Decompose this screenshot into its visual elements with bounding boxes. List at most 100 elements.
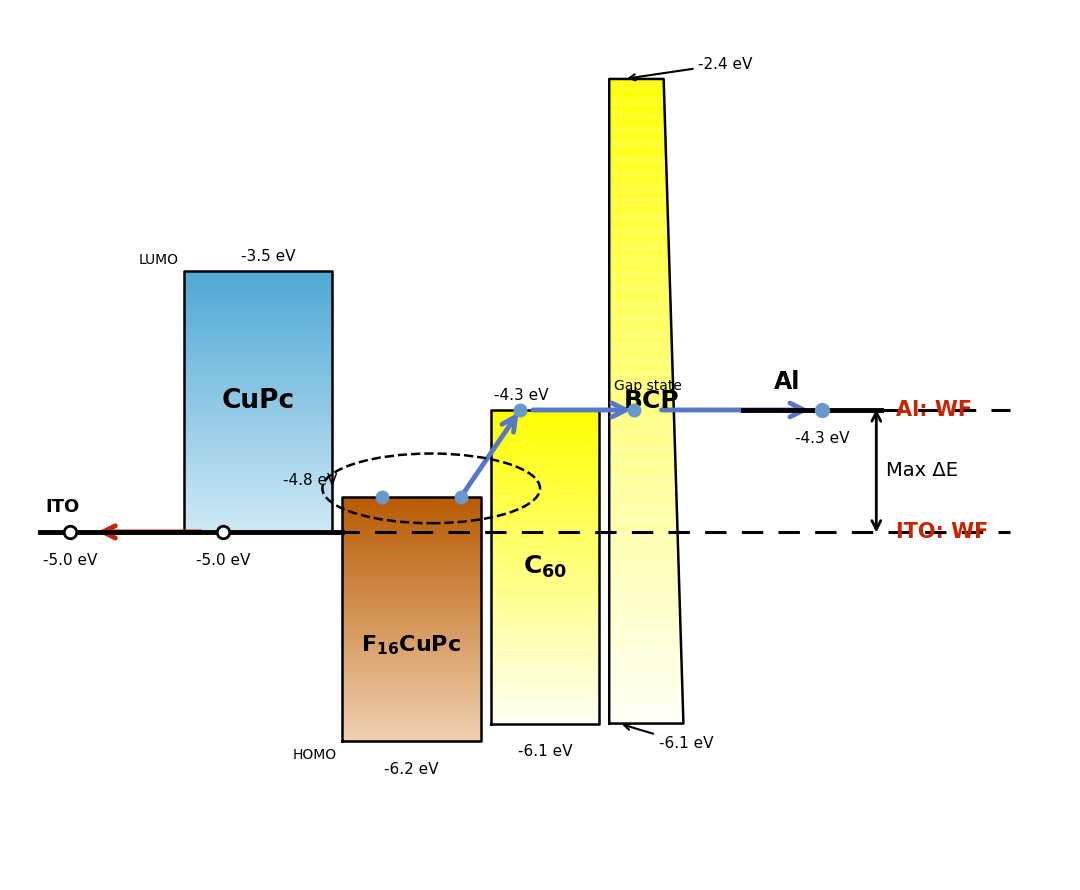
Polygon shape xyxy=(609,116,665,117)
Polygon shape xyxy=(609,94,664,96)
Polygon shape xyxy=(609,318,671,320)
Polygon shape xyxy=(609,210,667,212)
Polygon shape xyxy=(609,634,680,635)
Polygon shape xyxy=(609,708,683,710)
Polygon shape xyxy=(609,245,669,247)
Polygon shape xyxy=(609,412,674,414)
Polygon shape xyxy=(609,142,665,143)
Polygon shape xyxy=(609,303,671,304)
Polygon shape xyxy=(609,494,676,496)
Polygon shape xyxy=(609,562,678,564)
Polygon shape xyxy=(609,573,679,575)
Polygon shape xyxy=(609,423,674,425)
Polygon shape xyxy=(609,335,672,336)
Polygon shape xyxy=(609,360,673,362)
Polygon shape xyxy=(609,432,675,433)
Polygon shape xyxy=(609,408,674,410)
Text: BCP: BCP xyxy=(623,389,679,413)
Polygon shape xyxy=(609,333,672,335)
Polygon shape xyxy=(609,345,672,347)
Polygon shape xyxy=(609,376,673,377)
Polygon shape xyxy=(609,247,669,248)
Polygon shape xyxy=(609,627,680,629)
Polygon shape xyxy=(609,260,670,262)
Text: -3.5 eV: -3.5 eV xyxy=(241,248,295,263)
Polygon shape xyxy=(609,227,669,230)
Polygon shape xyxy=(609,410,674,412)
Polygon shape xyxy=(609,578,679,579)
Text: -4.3 eV: -4.3 eV xyxy=(494,388,548,403)
Polygon shape xyxy=(609,670,681,672)
Polygon shape xyxy=(609,601,679,603)
Polygon shape xyxy=(609,541,678,543)
Text: -2.4 eV: -2.4 eV xyxy=(630,56,753,80)
Text: $\mathbf{F_{16}CuPc}$: $\mathbf{F_{16}CuPc}$ xyxy=(362,634,461,657)
Polygon shape xyxy=(609,216,667,219)
Polygon shape xyxy=(609,186,667,189)
Polygon shape xyxy=(609,406,674,408)
Polygon shape xyxy=(609,131,665,133)
Polygon shape xyxy=(609,341,672,344)
Polygon shape xyxy=(609,479,676,481)
Polygon shape xyxy=(609,174,666,175)
Polygon shape xyxy=(609,597,679,599)
Polygon shape xyxy=(609,717,684,719)
Polygon shape xyxy=(609,225,669,227)
Polygon shape xyxy=(609,608,680,610)
Polygon shape xyxy=(609,610,680,611)
Polygon shape xyxy=(609,603,679,605)
Polygon shape xyxy=(609,442,675,444)
Polygon shape xyxy=(609,552,678,554)
Polygon shape xyxy=(609,663,681,666)
Polygon shape xyxy=(609,124,665,126)
Polygon shape xyxy=(609,672,681,674)
Polygon shape xyxy=(609,620,680,623)
Polygon shape xyxy=(609,382,673,384)
Polygon shape xyxy=(609,255,670,257)
Polygon shape xyxy=(609,678,683,681)
Polygon shape xyxy=(609,90,664,92)
Polygon shape xyxy=(609,399,674,401)
Polygon shape xyxy=(609,274,670,277)
Polygon shape xyxy=(609,294,671,296)
Polygon shape xyxy=(609,328,672,330)
Polygon shape xyxy=(609,172,666,174)
Polygon shape xyxy=(609,120,665,122)
Polygon shape xyxy=(609,122,665,124)
Polygon shape xyxy=(609,175,666,178)
Polygon shape xyxy=(609,414,674,417)
Polygon shape xyxy=(609,98,664,101)
Polygon shape xyxy=(609,421,674,423)
Polygon shape xyxy=(609,322,671,324)
Polygon shape xyxy=(609,311,671,313)
Polygon shape xyxy=(609,625,680,627)
Polygon shape xyxy=(609,558,678,561)
Text: LUMO: LUMO xyxy=(139,253,179,267)
Polygon shape xyxy=(609,640,680,642)
Polygon shape xyxy=(609,253,669,255)
Polygon shape xyxy=(609,148,666,150)
Polygon shape xyxy=(609,515,677,517)
Polygon shape xyxy=(609,117,665,120)
Polygon shape xyxy=(609,564,678,567)
Text: -4.8 eV: -4.8 eV xyxy=(283,473,337,489)
Polygon shape xyxy=(609,668,681,670)
Polygon shape xyxy=(609,546,678,547)
Polygon shape xyxy=(609,182,666,184)
Polygon shape xyxy=(609,248,669,251)
Polygon shape xyxy=(609,300,671,303)
Polygon shape xyxy=(609,268,670,271)
Polygon shape xyxy=(609,380,673,382)
Polygon shape xyxy=(609,292,671,294)
Polygon shape xyxy=(609,395,674,397)
Text: ITO: WF: ITO: WF xyxy=(896,522,988,542)
Polygon shape xyxy=(609,234,669,236)
Polygon shape xyxy=(609,150,666,152)
Polygon shape xyxy=(609,435,675,438)
Polygon shape xyxy=(609,611,680,614)
Polygon shape xyxy=(609,324,672,326)
Polygon shape xyxy=(609,347,672,350)
Polygon shape xyxy=(609,391,673,392)
Polygon shape xyxy=(609,676,683,678)
Polygon shape xyxy=(609,126,665,128)
